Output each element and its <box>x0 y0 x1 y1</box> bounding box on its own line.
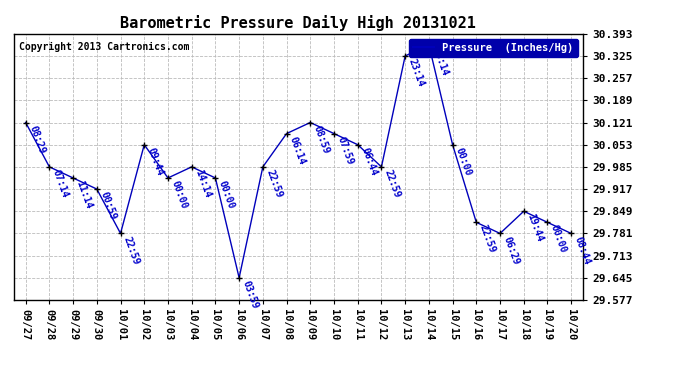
Text: 22:59: 22:59 <box>122 235 141 266</box>
Text: 00:00: 00:00 <box>549 224 569 255</box>
Text: 07:14: 07:14 <box>51 168 70 199</box>
Text: 19:44: 19:44 <box>525 213 544 244</box>
Text: 00:59: 00:59 <box>98 190 118 222</box>
Text: 09:44: 09:44 <box>146 146 165 177</box>
Text: 00:00: 00:00 <box>454 146 473 177</box>
Text: 08:59: 08:59 <box>312 124 331 155</box>
Text: 22:59: 22:59 <box>383 168 402 199</box>
Text: 14:14: 14:14 <box>193 168 213 199</box>
Text: 05:14: 05:14 <box>431 46 450 77</box>
Text: 06:14: 06:14 <box>288 135 308 166</box>
Text: 00:00: 00:00 <box>169 179 189 210</box>
Text: 06:44: 06:44 <box>359 146 379 177</box>
Text: 03:59: 03:59 <box>241 279 260 310</box>
Text: 23:14: 23:14 <box>406 57 426 88</box>
Text: 22:59: 22:59 <box>264 168 284 199</box>
Text: 06:29: 06:29 <box>502 235 521 266</box>
Text: 07:59: 07:59 <box>335 135 355 166</box>
Text: 08:44: 08:44 <box>573 235 592 266</box>
Text: 22:59: 22:59 <box>477 224 497 255</box>
Text: Copyright 2013 Cartronics.com: Copyright 2013 Cartronics.com <box>19 42 190 52</box>
Text: 08:29: 08:29 <box>27 124 46 155</box>
Legend: Pressure  (Inches/Hg): Pressure (Inches/Hg) <box>409 39 578 57</box>
Text: 00:00: 00:00 <box>217 179 236 210</box>
Text: 11:14: 11:14 <box>75 179 94 210</box>
Title: Barometric Pressure Daily High 20131021: Barometric Pressure Daily High 20131021 <box>121 15 476 31</box>
